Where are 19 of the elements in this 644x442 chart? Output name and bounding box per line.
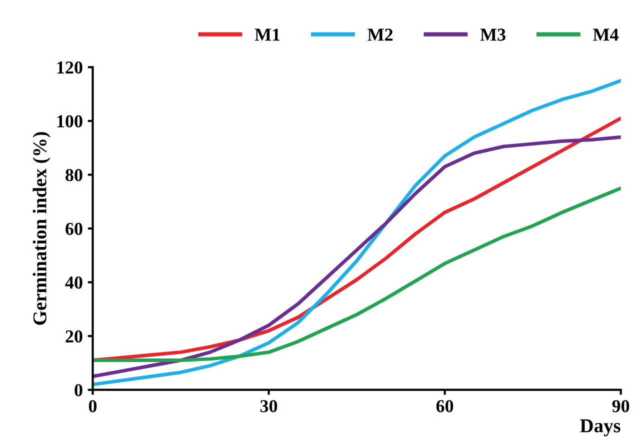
y-tick-label: 0 xyxy=(74,384,82,396)
x-tick-label: 0 xyxy=(88,400,97,412)
x-axis-title: Days xyxy=(580,419,620,436)
y-axis-title: Germination index (%) xyxy=(32,132,50,325)
y-tick-label: 60 xyxy=(66,222,82,235)
y-tick-label: 100 xyxy=(57,115,82,128)
legend-label: M3 xyxy=(480,28,506,41)
legend-label: M2 xyxy=(368,28,393,41)
y-tick-label: 120 xyxy=(57,61,82,74)
legend-label: M4 xyxy=(593,28,618,41)
legend-label: M1 xyxy=(254,28,280,41)
y-tick-label: 20 xyxy=(66,330,82,343)
y-tick-label: 80 xyxy=(66,168,82,182)
line-series xyxy=(92,78,621,386)
x-tick-label: 30 xyxy=(260,400,278,412)
line-series xyxy=(92,186,621,362)
y-tick-label: 40 xyxy=(65,276,82,289)
x-tick-label: 90 xyxy=(612,400,630,412)
x-tick-label: 60 xyxy=(436,400,454,412)
